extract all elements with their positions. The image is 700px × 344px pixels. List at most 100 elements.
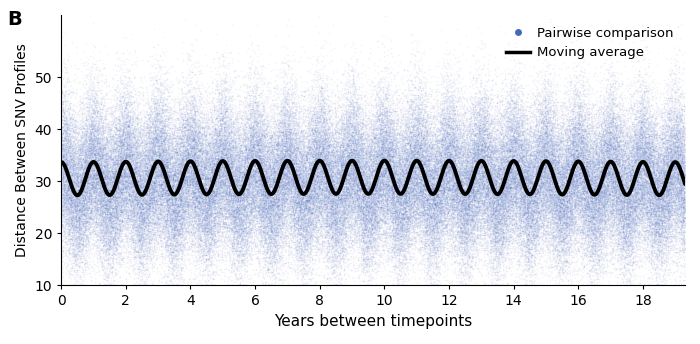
Point — [656, 207, 667, 212]
Point — [564, 209, 575, 215]
Point — [76, 172, 88, 177]
Point — [273, 133, 284, 139]
Point — [179, 277, 190, 283]
Point — [221, 140, 232, 145]
Point — [94, 204, 105, 210]
Point — [260, 182, 271, 187]
Point — [316, 109, 327, 114]
Point — [254, 204, 265, 210]
Point — [517, 135, 528, 141]
Point — [538, 119, 550, 124]
Point — [641, 213, 652, 218]
Point — [488, 126, 499, 131]
Point — [583, 116, 594, 121]
Point — [248, 193, 260, 198]
Point — [166, 168, 177, 173]
Point — [96, 245, 107, 250]
Point — [485, 283, 496, 288]
Point — [555, 174, 566, 180]
Point — [314, 193, 325, 199]
Point — [116, 132, 127, 137]
Point — [326, 239, 337, 245]
Point — [512, 221, 524, 227]
Point — [341, 206, 352, 211]
Point — [367, 236, 378, 242]
Point — [374, 166, 386, 172]
Point — [304, 222, 316, 227]
Point — [644, 215, 655, 221]
Point — [332, 283, 344, 288]
Point — [664, 137, 675, 143]
Point — [288, 218, 299, 224]
Point — [108, 187, 120, 193]
Point — [120, 156, 132, 161]
Point — [141, 216, 153, 221]
Point — [458, 195, 470, 201]
Point — [517, 162, 528, 167]
Point — [202, 213, 213, 218]
Point — [269, 170, 280, 175]
Point — [470, 106, 481, 111]
Point — [626, 213, 637, 218]
Point — [481, 118, 492, 123]
Point — [537, 80, 548, 86]
Point — [631, 136, 643, 141]
Point — [98, 236, 109, 241]
Point — [492, 157, 503, 162]
Point — [518, 266, 529, 272]
Point — [648, 153, 659, 158]
Point — [573, 108, 584, 114]
Point — [624, 221, 636, 227]
Point — [239, 191, 251, 197]
Point — [468, 207, 479, 213]
Point — [360, 191, 372, 197]
Point — [94, 169, 105, 175]
Point — [445, 165, 456, 170]
Point — [108, 227, 119, 233]
Point — [302, 151, 313, 157]
Point — [279, 235, 290, 241]
Point — [253, 66, 264, 72]
Point — [121, 212, 132, 217]
Point — [477, 144, 488, 150]
Point — [549, 110, 560, 115]
Point — [293, 173, 304, 179]
Point — [538, 88, 550, 93]
Point — [550, 197, 561, 203]
Point — [231, 223, 242, 228]
Point — [349, 107, 360, 112]
Point — [211, 114, 223, 119]
Point — [211, 219, 222, 225]
Point — [536, 224, 547, 229]
Point — [608, 205, 619, 211]
Point — [356, 283, 367, 288]
Point — [178, 248, 189, 253]
Point — [223, 178, 234, 183]
Point — [127, 201, 138, 206]
Point — [99, 247, 110, 253]
Point — [486, 241, 498, 247]
Point — [403, 160, 414, 166]
Point — [448, 283, 459, 288]
Point — [215, 174, 226, 180]
Point — [302, 220, 313, 226]
Point — [502, 236, 513, 241]
Point — [223, 183, 235, 188]
Point — [76, 194, 87, 200]
Point — [111, 186, 122, 192]
Point — [501, 201, 512, 206]
Point — [479, 174, 490, 180]
Point — [501, 209, 512, 214]
Point — [380, 180, 391, 186]
Point — [337, 156, 349, 162]
Point — [482, 116, 493, 121]
Point — [596, 148, 608, 153]
Point — [382, 140, 393, 146]
Point — [578, 111, 589, 117]
Point — [283, 184, 294, 190]
Point — [230, 243, 241, 249]
Point — [404, 213, 415, 219]
Point — [321, 150, 332, 156]
Point — [172, 243, 183, 248]
Point — [622, 159, 634, 165]
